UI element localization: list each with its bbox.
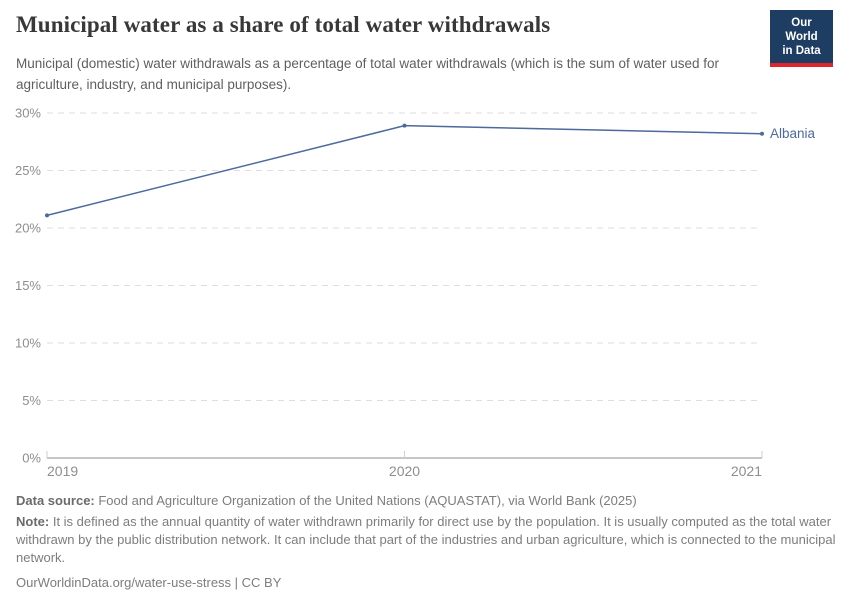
x-tick-label: 2019 xyxy=(47,463,78,479)
series-label[interactable]: Albania xyxy=(770,126,816,141)
owid-logo[interactable]: Our World in Data xyxy=(770,10,833,67)
owid-logo-line2: in Data xyxy=(782,45,821,57)
x-tick-label: 2021 xyxy=(731,463,762,479)
y-tick-label: 15% xyxy=(15,278,41,293)
data-point[interactable] xyxy=(45,213,49,218)
page-title: Municipal water as a share of total wate… xyxy=(16,12,551,37)
y-tick-label: 5% xyxy=(22,393,41,408)
chart-subtitle: Municipal (domestic) water withdrawals a… xyxy=(16,56,720,92)
owid-logo-line1: Our World xyxy=(785,17,818,43)
y-tick-label: 25% xyxy=(15,163,41,178)
note-line: Note: It is defined as the annual quanti… xyxy=(16,513,836,567)
y-tick-label: 30% xyxy=(15,106,41,121)
chart-footer: Data source: Food and Agriculture Organi… xyxy=(16,492,836,592)
data-point[interactable] xyxy=(402,123,407,128)
data-source-label: Data source: xyxy=(16,493,95,508)
data-source-line: Data source: Food and Agriculture Organi… xyxy=(16,492,836,510)
note-text: It is defined as the annual quantity of … xyxy=(16,514,836,565)
y-tick-label: 20% xyxy=(15,221,41,236)
note-label: Note: xyxy=(16,514,50,529)
x-tick-label: 2020 xyxy=(389,463,420,479)
data-source-text: Food and Agriculture Organization of the… xyxy=(94,493,637,508)
y-tick-label: 0% xyxy=(22,451,41,466)
data-point[interactable] xyxy=(760,131,764,136)
citation-link[interactable]: OurWorldinData.org/water-use-stress | CC… xyxy=(16,575,282,590)
y-tick-label: 10% xyxy=(15,336,41,351)
line-chart-canvas[interactable]: 0% 5% 10% 15% 20% 25% 30% 2019 2020 2021 Albania xyxy=(0,100,850,492)
